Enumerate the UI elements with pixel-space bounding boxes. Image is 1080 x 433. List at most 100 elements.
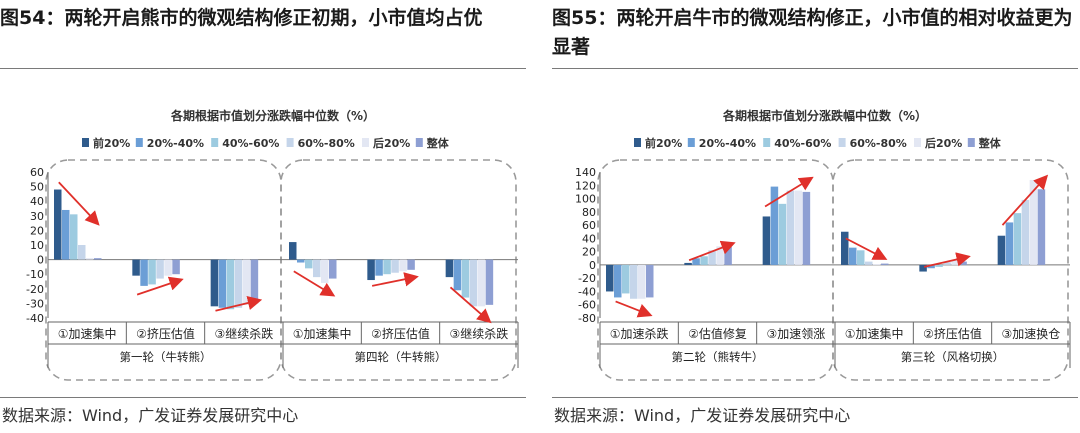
- group-label: 第四轮（牛转熊）: [355, 350, 447, 364]
- y-tick-label: 80: [582, 206, 596, 219]
- bar-3-4: [234, 259, 243, 308]
- bar-3-3: [778, 203, 787, 265]
- bar-4-5: [873, 264, 881, 266]
- y-tick-label: 10: [30, 239, 44, 252]
- bar-1-5: [638, 264, 646, 299]
- bar-3-2: [218, 259, 227, 308]
- bar-2-2: [692, 258, 700, 265]
- bar-3-1: [762, 216, 771, 265]
- bar-5-1: [367, 259, 375, 281]
- bar-2-1: [684, 262, 692, 265]
- legend-swatch: [634, 138, 641, 147]
- y-tick-label: 20: [582, 246, 596, 259]
- y-tick-label: 30: [30, 210, 44, 223]
- chart-title: 各期根据市值划分涨跌幅中位数（%）: [722, 108, 927, 123]
- bar-3-6: [250, 259, 259, 304]
- y-tick-label: -40: [26, 312, 44, 325]
- bar-6-5: [1029, 179, 1038, 265]
- bar-5-6: [407, 259, 415, 270]
- x-tick-label: ②挤压估值: [923, 326, 982, 341]
- bar-1-3: [622, 264, 630, 294]
- bar-3-2: [770, 186, 779, 265]
- bar-2-2: [140, 259, 148, 286]
- bar-4-6: [881, 263, 889, 265]
- bar-6-4: [1021, 199, 1030, 265]
- legend-swatch: [211, 138, 219, 147]
- trend-arrow: [215, 295, 263, 312]
- legend-swatch: [286, 138, 294, 147]
- y-tick-label: 60: [582, 219, 596, 232]
- bar-2-6: [724, 246, 732, 265]
- x-tick-label: ③加速换仓: [1001, 327, 1060, 341]
- y-tick-label: 140: [575, 166, 596, 179]
- trend-arrow: [688, 240, 736, 262]
- bar-6-2: [453, 259, 462, 291]
- bar-5-5: [399, 259, 407, 272]
- bar-5-4: [943, 262, 951, 265]
- source-divider: [552, 397, 1078, 398]
- bar-5-5: [951, 260, 959, 265]
- bar-2-4: [708, 250, 716, 265]
- bar-3-3: [226, 259, 235, 310]
- bar-2-3: [700, 256, 708, 265]
- figure-title: 图54：两轮开启熊市的微观结构修正初期，小市值均占优: [0, 7, 483, 29]
- chart-title: 各期根据市值划分涨跌幅中位数（%）: [170, 108, 375, 123]
- bar-3-1: [210, 259, 219, 307]
- bar-6-4: [469, 259, 478, 307]
- bar-1-4: [630, 264, 638, 299]
- bar-1-2: [614, 264, 622, 298]
- bar-5-6: [959, 261, 967, 265]
- group-label: 第三轮（风格切换）: [901, 350, 1005, 364]
- bar-1-1: [606, 264, 614, 292]
- x-tick-label: ②估值修复: [688, 326, 747, 341]
- title-divider: [552, 68, 1078, 69]
- x-tick-label: ②挤压估值: [136, 326, 195, 341]
- y-tick-label: 50: [30, 181, 44, 194]
- y-tick-label: 0: [37, 254, 44, 267]
- bar-2-4: [156, 259, 164, 279]
- bar-2-6: [172, 259, 180, 275]
- y-tick-label: -80: [578, 312, 596, 325]
- x-tick-label: ①加速集中: [293, 326, 352, 341]
- legend-swatch: [687, 138, 695, 147]
- bar-2-5: [164, 259, 172, 276]
- legend-label: 后20%: [373, 136, 410, 150]
- bar-1-5: [86, 258, 94, 260]
- bar-3-5: [242, 259, 251, 305]
- legend-label: 前20%: [645, 136, 682, 150]
- legend-label: 整体: [426, 136, 450, 150]
- bar-4-3: [857, 250, 865, 265]
- legend-label: 整体: [978, 136, 1002, 150]
- trend-arrow: [923, 252, 971, 268]
- y-tick-label: 20: [30, 224, 44, 237]
- legend-label: 20%-40%: [147, 137, 204, 150]
- bar-4-6: [329, 259, 337, 279]
- bar-3-4: [786, 190, 795, 265]
- bar-6-3: [1013, 213, 1022, 265]
- data-source: 数据来源：Wind，广发证券发展研究中心: [554, 406, 851, 425]
- bar-1-3: [70, 214, 78, 260]
- trend-arrow: [764, 176, 814, 208]
- bar-5-2: [375, 259, 383, 276]
- legend-label: 后20%: [925, 136, 962, 150]
- bar-5-2: [927, 264, 935, 269]
- bar-6-6: [485, 259, 494, 305]
- bar-2-5: [716, 246, 724, 265]
- y-tick-label: -30: [26, 297, 44, 310]
- bar-4-5: [321, 259, 329, 283]
- bar-1-4: [78, 245, 86, 260]
- bar-5-3: [935, 264, 943, 267]
- legend-swatch: [763, 138, 771, 147]
- data-source: 数据来源：Wind，广发证券发展研究中心: [2, 406, 299, 425]
- bar-3-6: [802, 191, 811, 265]
- bar-1-6: [646, 264, 654, 298]
- trend-arrow: [1001, 174, 1049, 226]
- bar-1-2: [62, 209, 70, 260]
- trend-arrow: [58, 181, 100, 226]
- bar-1-6: [94, 258, 102, 260]
- y-tick-label: -10: [26, 268, 44, 281]
- bar-4-3: [305, 259, 313, 269]
- x-tick-label: ③继续杀跌: [449, 326, 508, 341]
- x-tick-label: ③加速领涨: [766, 326, 825, 341]
- legend-label: 前20%: [93, 136, 130, 150]
